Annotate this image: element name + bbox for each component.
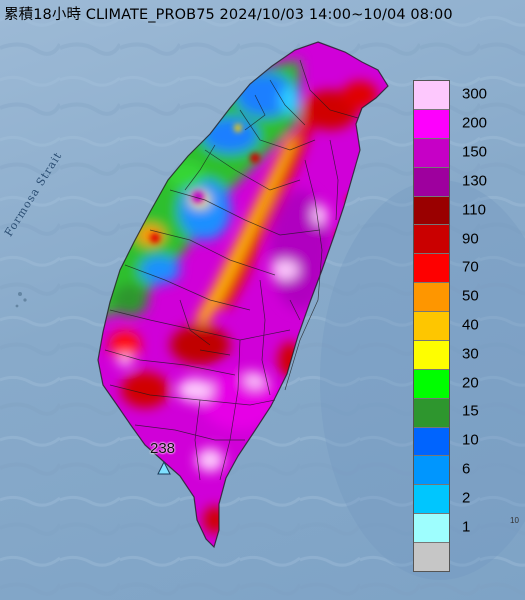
map-title: 累積18小時 CLIMATE_PROB75 2024/10/03 14:00~1… [4, 7, 453, 23]
legend-label: 70 [462, 258, 479, 276]
legend-label: 10 [462, 431, 479, 449]
legend-swatch [414, 485, 449, 515]
legend-label: 20 [462, 374, 479, 392]
legend-swatch [414, 138, 449, 168]
station-value-label: 238 [150, 440, 176, 457]
legend-swatch [414, 456, 449, 486]
legend-swatch [414, 543, 449, 571]
legend-swatch [414, 340, 449, 370]
legend-label: 6 [462, 460, 471, 478]
legend-label: 110 [462, 201, 486, 219]
island-penghu [15, 292, 27, 308]
county-boundaries [97, 41, 389, 549]
legend-label: 30 [462, 345, 479, 363]
legend-swatch [414, 283, 449, 312]
legend-label: 300 [462, 85, 488, 103]
legend-label: 1 [462, 518, 471, 536]
legend-swatch [414, 167, 449, 197]
legend-label: 50 [462, 287, 479, 305]
edge-fragment-label: 10 [510, 516, 519, 525]
color-legend [413, 80, 450, 572]
legend-label: 200 [462, 114, 488, 132]
legend-label: 40 [462, 316, 479, 334]
legend-swatch [414, 109, 449, 139]
station-marker-icon [157, 460, 171, 475]
legend-swatch [414, 369, 449, 399]
legend-swatch [414, 514, 449, 543]
legend-label: 130 [462, 172, 488, 190]
legend-swatch [414, 81, 449, 110]
legend-swatch [414, 398, 449, 428]
legend-swatch [414, 312, 449, 341]
legend-label: 150 [462, 143, 488, 161]
legend-swatch [414, 427, 449, 457]
legend-swatch [414, 254, 449, 284]
legend-swatch [414, 196, 449, 226]
legend-label: 15 [462, 402, 479, 420]
legend-labels: 300 200 150 130 110 90 70 50 40 30 20 15 10 6 2 1 [462, 80, 522, 570]
legend-label: 2 [462, 489, 471, 507]
legend-label: 90 [462, 230, 479, 248]
legend-swatch [414, 225, 449, 255]
